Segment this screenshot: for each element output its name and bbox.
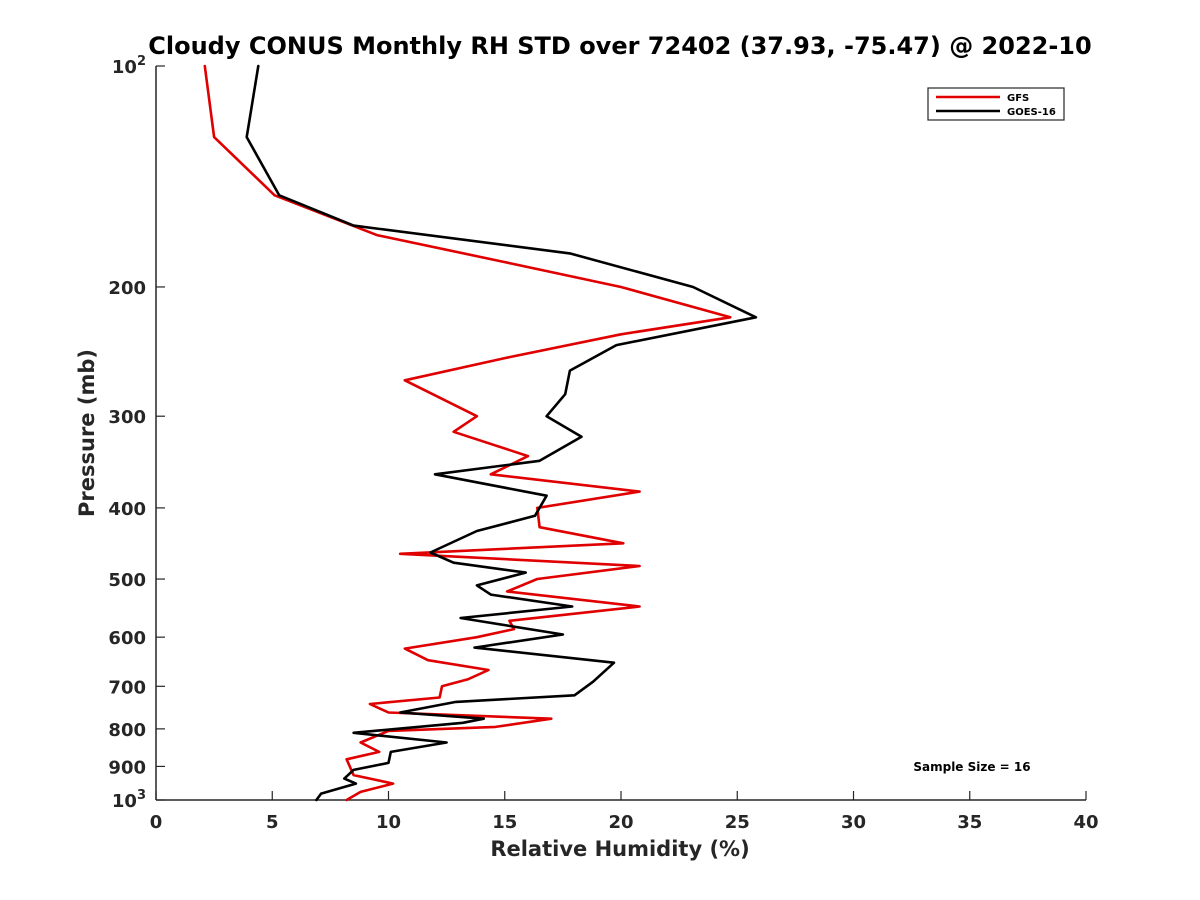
x-tick-label: 0 bbox=[150, 812, 163, 833]
x-tick-label: 15 bbox=[492, 812, 517, 833]
x-tick-label: 40 bbox=[1073, 812, 1098, 833]
y-tick-label: 102 bbox=[112, 54, 146, 78]
y-ticks: 102 200 300 400 500 600 700 800 900 103 bbox=[108, 54, 165, 812]
chart-title: Cloudy CONUS Monthly RH STD over 72402 (… bbox=[148, 32, 1091, 60]
x-ticks: 0 5 10 15 20 25 30 35 40 bbox=[150, 791, 1099, 833]
axes bbox=[155, 66, 1086, 801]
series bbox=[203, 64, 758, 802]
sample-size-annotation: Sample Size = 16 bbox=[913, 760, 1030, 774]
x-tick-label: 30 bbox=[841, 812, 866, 833]
y-tick-label: 103 bbox=[112, 788, 146, 812]
y-tick-label: 900 bbox=[108, 757, 146, 778]
x-tick-label: 25 bbox=[725, 812, 750, 833]
y-axis-label: Pressure (mb) bbox=[75, 349, 99, 517]
x-tick-label: 35 bbox=[957, 812, 982, 833]
series-line-gfs bbox=[203, 64, 732, 802]
series-line-goes16 bbox=[245, 64, 758, 802]
y-tick-label: 800 bbox=[108, 720, 146, 741]
y-tick-label: 200 bbox=[108, 278, 146, 299]
y-tick-label: 600 bbox=[108, 628, 146, 649]
legend: GFS GOES-16 bbox=[927, 87, 1065, 121]
legend-label-goes16: GOES-16 bbox=[1007, 107, 1056, 118]
y-tick-label: 300 bbox=[108, 407, 146, 428]
y-tick-label: 400 bbox=[108, 499, 146, 520]
x-tick-label: 20 bbox=[608, 812, 633, 833]
x-tick-label: 10 bbox=[376, 812, 401, 833]
x-tick-label: 5 bbox=[266, 812, 279, 833]
legend-label-gfs: GFS bbox=[1007, 93, 1029, 104]
x-axis-label: Relative Humidity (%) bbox=[490, 837, 749, 861]
legend-box bbox=[927, 87, 1065, 121]
y-tick-label: 700 bbox=[108, 677, 146, 698]
y-tick-label: 500 bbox=[108, 570, 146, 591]
